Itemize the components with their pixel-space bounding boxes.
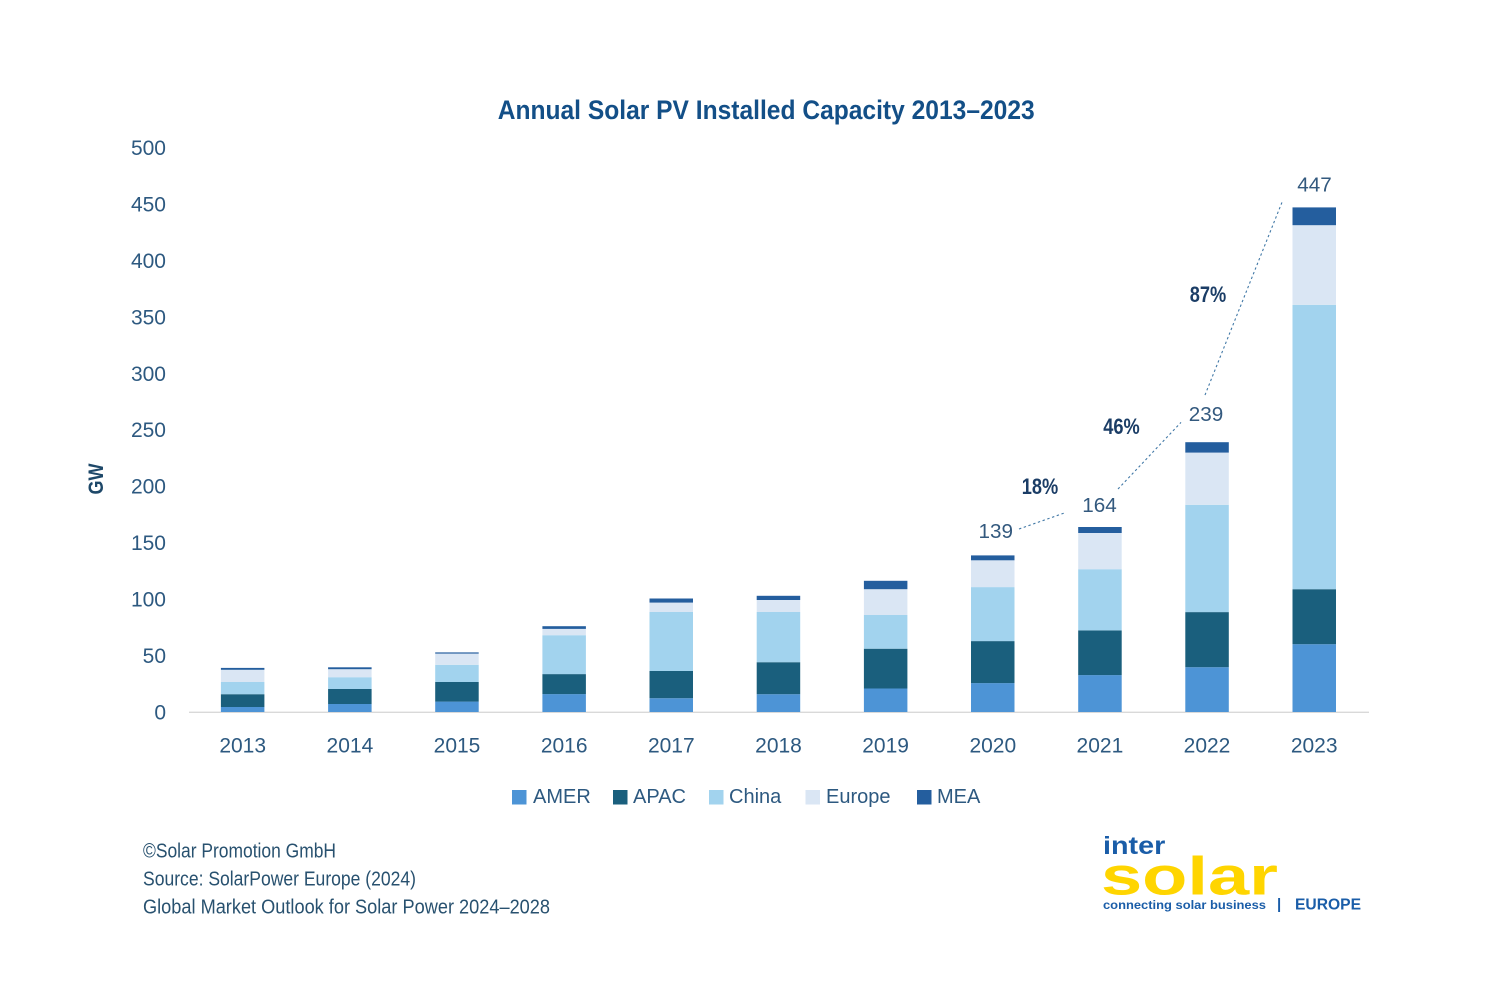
svg-text:18%: 18% <box>1022 474 1059 499</box>
svg-text:connecting solar business: connecting solar business <box>1103 900 1266 912</box>
svg-text:2013: 2013 <box>219 735 266 758</box>
svg-text:AMER: AMER <box>533 786 591 808</box>
svg-text:Global Market Outlook for Sola: Global Market Outlook for Solar Power 20… <box>143 897 550 919</box>
svg-text:100: 100 <box>131 589 166 612</box>
svg-text:2020: 2020 <box>969 735 1016 758</box>
svg-text:350: 350 <box>131 306 166 329</box>
svg-text:250: 250 <box>131 419 166 442</box>
svg-text:500: 500 <box>131 137 166 160</box>
svg-text:Annual Solar PV Installed Capa: Annual Solar PV Installed Capacity 2013–… <box>498 95 1035 125</box>
svg-text:2015: 2015 <box>434 735 481 758</box>
svg-text:300: 300 <box>131 363 166 386</box>
svg-text:2014: 2014 <box>327 735 374 758</box>
svg-text:China: China <box>729 786 782 808</box>
svg-text:239: 239 <box>1189 403 1224 426</box>
svg-text:87%: 87% <box>1190 282 1227 307</box>
svg-text:MEA: MEA <box>937 786 981 808</box>
svg-text:2023: 2023 <box>1291 735 1338 758</box>
svg-text:0: 0 <box>154 701 166 724</box>
svg-text:46%: 46% <box>1103 414 1140 439</box>
svg-text:450: 450 <box>131 193 166 216</box>
svg-text:2016: 2016 <box>541 735 588 758</box>
svg-text:APAC: APAC <box>633 786 686 808</box>
svg-text:Europe: Europe <box>826 786 891 808</box>
svg-text:|: | <box>1277 896 1281 913</box>
svg-text:©Solar Promotion GmbH: ©Solar Promotion GmbH <box>143 841 336 863</box>
svg-text:2019: 2019 <box>862 735 909 758</box>
svg-text:Source: SolarPower Europe (202: Source: SolarPower Europe (2024) <box>143 869 416 891</box>
svg-text:2018: 2018 <box>755 735 802 758</box>
svg-text:164: 164 <box>1082 494 1117 517</box>
svg-text:solar: solar <box>1101 847 1278 907</box>
svg-text:2021: 2021 <box>1077 735 1124 758</box>
svg-text:400: 400 <box>131 250 166 273</box>
svg-text:2022: 2022 <box>1184 735 1231 758</box>
svg-text:50: 50 <box>143 645 166 668</box>
svg-text:200: 200 <box>131 476 166 499</box>
svg-text:inter: inter <box>1103 832 1166 860</box>
svg-text:447: 447 <box>1297 174 1332 197</box>
svg-text:2017: 2017 <box>648 735 695 758</box>
svg-text:EUROPE: EUROPE <box>1295 897 1361 914</box>
svg-text:139: 139 <box>979 520 1014 543</box>
svg-text:150: 150 <box>131 532 166 555</box>
svg-text:GW: GW <box>84 463 108 495</box>
